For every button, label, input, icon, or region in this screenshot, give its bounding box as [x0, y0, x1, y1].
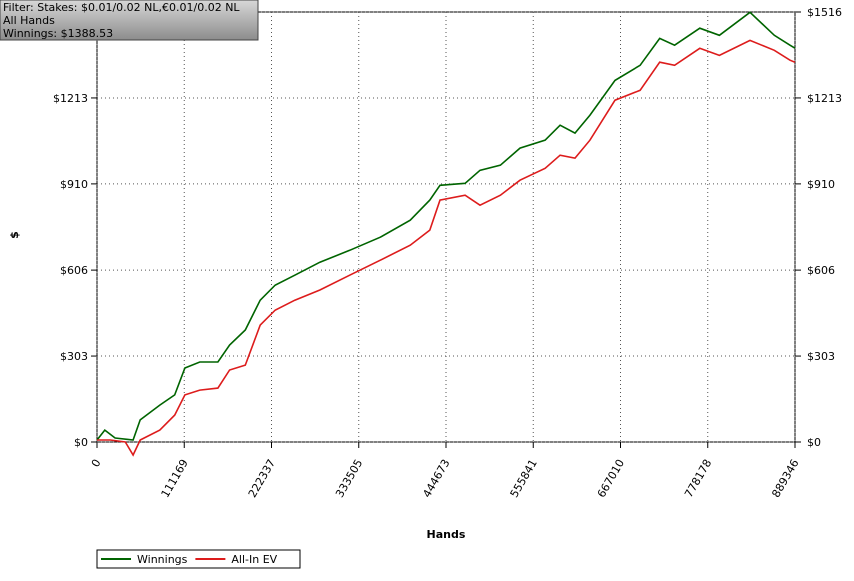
- y2-tick-label: $606: [807, 264, 835, 277]
- legend-label: All-In EV: [231, 553, 277, 566]
- y-tick-label: $303: [60, 350, 88, 363]
- y2-tick-label: $303: [807, 350, 835, 363]
- y-tick-label: $910: [60, 178, 88, 191]
- x-tick-label: 111169: [159, 457, 191, 500]
- y-axis-label: $: [8, 231, 21, 239]
- info-box: [0, 0, 259, 41]
- info-line: All Hands: [3, 14, 55, 27]
- info-line: Filter: Stakes: $0.01/0.02 NL,€0.01/0.02…: [3, 1, 240, 14]
- x-tick-label: 333505: [333, 457, 365, 500]
- x-tick-label: 667010: [595, 457, 627, 500]
- x-tick-label: 555841: [508, 457, 540, 500]
- y-tick-label: $606: [60, 264, 88, 277]
- x-tick-label: 889346: [769, 457, 801, 500]
- x-tick-label: 778178: [682, 457, 714, 500]
- y2-tick-label: $0: [807, 436, 821, 449]
- y-tick-label: $1213: [53, 92, 88, 105]
- x-tick-label: 444673: [420, 457, 452, 500]
- legend-label: Winnings: [137, 553, 188, 566]
- x-tick-label: 222337: [246, 457, 278, 500]
- y-tick-label: $0: [74, 436, 88, 449]
- x-tick-label: 0: [89, 457, 104, 470]
- x-axis-label: Hands: [427, 528, 466, 541]
- info-line: Winnings: $1388.53: [3, 27, 113, 40]
- legend: Winnings All-In EV: [96, 549, 301, 569]
- series-line: [96, 11, 796, 441]
- y2-tick-label: $1213: [807, 92, 842, 105]
- series-line: [97, 39, 796, 457]
- y2-tick-label: $1516: [807, 6, 842, 19]
- y2-tick-label: $910: [807, 178, 835, 191]
